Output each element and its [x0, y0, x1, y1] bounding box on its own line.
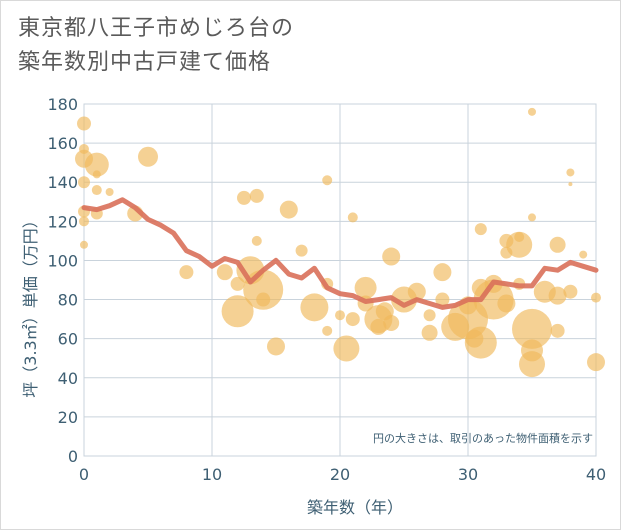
- x-tick-label: 20: [330, 465, 350, 484]
- data-bubble: [251, 235, 262, 246]
- data-bubble: [382, 247, 401, 266]
- data-bubble: [512, 308, 552, 349]
- data-bubble: [464, 326, 497, 359]
- data-bubble: [138, 146, 158, 167]
- data-bubble: [423, 309, 436, 322]
- data-bubble: [256, 292, 271, 307]
- data-bubble: [506, 231, 533, 258]
- chart-title-line-2: 築年数別中古戸建て価格: [18, 50, 272, 75]
- data-bubble: [77, 116, 91, 131]
- data-bubble: [383, 315, 400, 332]
- y-tick-label: 80: [58, 291, 78, 310]
- x-axis-ticks: 0 10 20 30 40: [79, 465, 606, 484]
- data-bubble: [591, 292, 601, 303]
- bubble-series: [75, 107, 605, 378]
- average-price-line: [81, 197, 599, 310]
- data-bubble: [568, 182, 573, 187]
- data-bubble: [519, 351, 545, 378]
- data-bubble: [497, 294, 516, 313]
- y-tick-label: 20: [58, 408, 78, 427]
- x-tick-label: 0: [79, 465, 89, 484]
- data-bubble: [354, 276, 377, 299]
- y-tick-label: 120: [47, 212, 78, 231]
- data-bubble: [474, 223, 487, 236]
- y-tick-label: 100: [47, 251, 78, 270]
- chart-title-line-1: 東京都八王子市めじろ台の: [18, 16, 295, 41]
- data-bubble: [322, 325, 333, 336]
- y-axis-ticks: 0 20 40 60 80 100 120 140 160 180: [47, 95, 78, 466]
- size-legend-note: 円の大きさは、取引のあった物件面積を示す: [373, 431, 593, 445]
- data-bubble: [433, 263, 452, 282]
- data-bubble: [333, 335, 360, 362]
- data-bubble: [528, 107, 536, 116]
- y-tick-label: 160: [47, 134, 78, 153]
- data-bubble: [105, 188, 114, 196]
- data-bubble: [514, 231, 525, 242]
- data-bubble: [421, 324, 438, 341]
- y-tick-label: 0: [68, 447, 78, 466]
- x-tick-label: 30: [458, 465, 478, 484]
- data-bubble: [267, 337, 285, 356]
- data-bubble: [300, 293, 329, 322]
- data-bubble: [407, 282, 426, 301]
- data-bubble: [80, 240, 88, 249]
- data-bubble: [92, 170, 101, 179]
- data-bubble: [279, 200, 298, 219]
- x-tick-label: 10: [202, 465, 222, 484]
- data-bubble: [295, 244, 308, 257]
- average-line-series: [81, 197, 599, 310]
- data-bubble: [345, 312, 360, 327]
- y-tick-label: 140: [47, 173, 78, 192]
- data-bubble: [78, 176, 90, 189]
- data-bubble: [528, 213, 536, 222]
- data-bubble: [216, 264, 233, 281]
- x-axis-label: 築年数（年）: [307, 498, 403, 517]
- data-bubble: [322, 175, 333, 186]
- data-bubble: [249, 188, 264, 203]
- data-bubble: [579, 250, 588, 259]
- y-tick-label: 60: [58, 330, 78, 349]
- y-tick-label: 40: [58, 369, 78, 388]
- data-bubble: [221, 295, 254, 328]
- chart-title: 東京都八王子市めじろ台の 築年数別中古戸建て価格: [18, 12, 294, 80]
- data-bubble: [587, 353, 605, 372]
- y-axis-label: 坪（3.3㎡）単価（万円）: [21, 212, 40, 397]
- data-bubble: [549, 236, 566, 253]
- data-bubble: [563, 284, 578, 299]
- data-bubble: [370, 318, 387, 335]
- data-bubble: [550, 323, 565, 338]
- x-tick-label: 40: [586, 465, 606, 484]
- data-bubble: [179, 265, 194, 280]
- data-bubble: [347, 212, 358, 223]
- data-bubble: [91, 185, 102, 196]
- data-bubble: [566, 168, 575, 177]
- data-bubble: [335, 310, 345, 321]
- data-bubble: [237, 190, 251, 205]
- data-bubble: [435, 292, 450, 307]
- y-tick-label: 180: [47, 95, 78, 114]
- data-bubble: [548, 286, 567, 305]
- data-bubble: [84, 152, 109, 177]
- data-bubble: [79, 216, 89, 227]
